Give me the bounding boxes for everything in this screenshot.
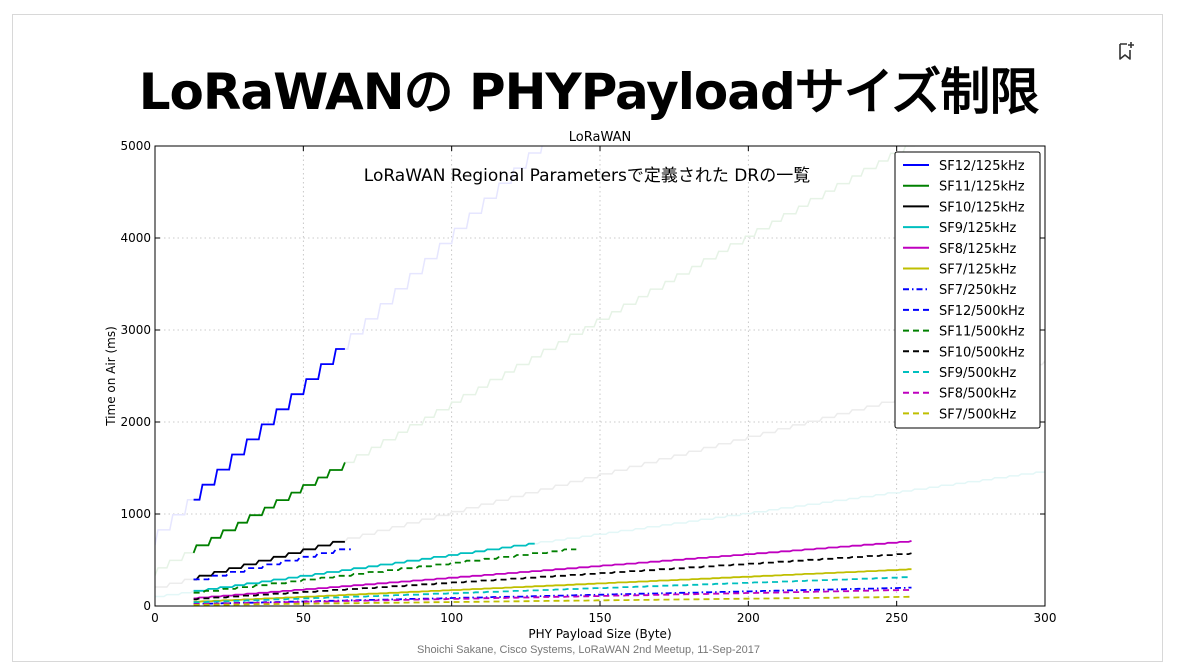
x-tick-label: 50 (296, 611, 311, 625)
series-line-sf9-125khz (193, 542, 535, 592)
series-line-sf7-500khz (193, 595, 912, 606)
y-tick-label: 2000 (120, 415, 151, 429)
legend-label: SF11/125kHz (939, 180, 1025, 195)
legend-label: SF12/500kHz (939, 304, 1025, 319)
chart-title: LoRaWAN (569, 130, 631, 145)
x-tick-label: 150 (589, 611, 612, 625)
x-tick-label: 200 (737, 611, 760, 625)
y-tick-label: 0 (143, 599, 151, 613)
slide-footer: Shoichi Sakane, Cisco Systems, LoRaWAN 2… (416, 644, 760, 656)
series-line-sf7-250khz (193, 586, 912, 605)
y-tick-label: 5000 (120, 139, 151, 153)
legend-label: SF11/500kHz (939, 325, 1025, 340)
series-line-sf11-500khz (193, 548, 577, 594)
slide-title: LoRaWANの PHYPayloadサイズ制限 (138, 63, 1040, 121)
legend-label: SF9/500kHz (939, 366, 1016, 381)
x-axis-label: PHY Payload Size (Byte) (528, 627, 671, 641)
legend-label: SF7/500kHz (939, 407, 1016, 422)
legend-label: SF8/125kHz (939, 242, 1016, 257)
series-line-sf7-125khz (193, 568, 912, 603)
series-line-sf12-125khz (193, 348, 345, 501)
series-line-sf11-125khz (192, 462, 346, 554)
x-tick-label: 0 (151, 611, 159, 625)
legend-label: SF10/500kHz (939, 345, 1025, 360)
legend-label: SF8/500kHz (939, 387, 1016, 402)
bookmark-add-icon[interactable] (1117, 40, 1135, 62)
x-tick-label: 250 (885, 611, 908, 625)
series-line-sf10-125khz (193, 540, 345, 581)
legend-label: SF10/125kHz (939, 200, 1025, 215)
legend-label: SF7/250kHz (939, 283, 1016, 298)
y-tick-label: 3000 (120, 323, 151, 337)
y-tick-label: 1000 (120, 507, 151, 521)
y-axis-label: Time on Air (ms) (104, 326, 118, 427)
x-tick-label: 100 (440, 611, 463, 625)
legend-label: SF7/125kHz (939, 263, 1016, 278)
series-lines (192, 348, 912, 606)
chart-annotation: LoRaWAN Regional Parametersで定義された DRの一覧 (364, 166, 810, 186)
series-line-sf10-500khz (193, 552, 912, 601)
series-line-sf8-125khz (193, 540, 912, 600)
y-tick-label: 4000 (120, 231, 151, 245)
x-tick-label: 300 (1034, 611, 1057, 625)
legend-label: SF12/125kHz (939, 159, 1025, 174)
legend-box (894, 151, 1041, 429)
legend-label: SF9/125kHz (939, 221, 1016, 236)
series-line-sf12-500khz (193, 548, 351, 581)
legend: SF12/125kHz SF11/125kHz SF10/125kHz SF9/125… (894, 151, 1041, 429)
